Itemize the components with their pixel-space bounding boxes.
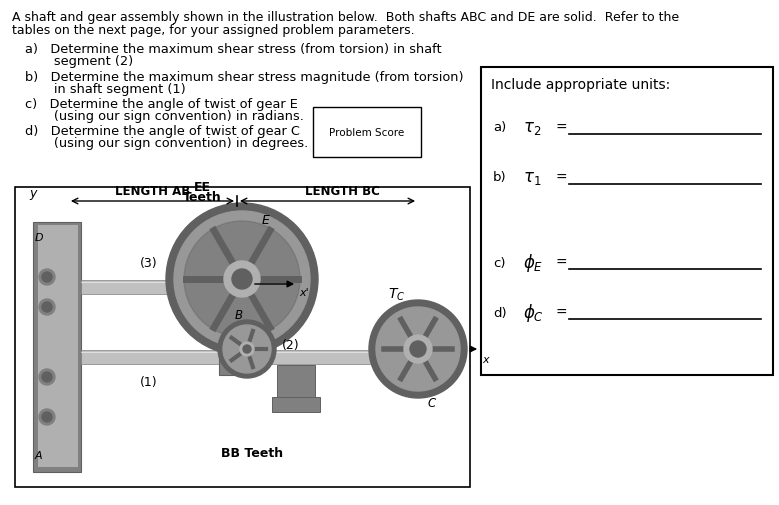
Bar <box>15 188 470 487</box>
Text: x': x' <box>299 287 308 297</box>
Text: Teeth: Teeth <box>182 190 221 204</box>
Text: BB Teeth: BB Teeth <box>221 446 283 459</box>
Text: (using our sign convention) in degrees.: (using our sign convention) in degrees. <box>25 137 308 149</box>
Circle shape <box>232 270 252 289</box>
Bar <box>81 350 443 364</box>
Circle shape <box>243 345 251 353</box>
Circle shape <box>39 409 55 425</box>
Bar <box>38 226 78 467</box>
Circle shape <box>240 342 254 357</box>
Text: $\phi_C$: $\phi_C$ <box>523 301 544 323</box>
Circle shape <box>184 222 300 337</box>
Text: LENGTH AB: LENGTH AB <box>115 185 190 197</box>
Text: =: = <box>556 306 568 319</box>
Text: $\tau_2$: $\tau_2$ <box>523 119 541 137</box>
Text: (3): (3) <box>140 257 158 270</box>
Text: =: = <box>556 171 568 185</box>
Circle shape <box>39 299 55 316</box>
Text: Problem Score: Problem Score <box>330 128 404 138</box>
Text: A: A <box>35 450 43 460</box>
Text: EE: EE <box>193 181 210 193</box>
Circle shape <box>42 302 52 313</box>
Circle shape <box>39 270 55 285</box>
Text: d)   Determine the angle of twist of gear C: d) Determine the angle of twist of gear … <box>25 125 300 138</box>
Text: b): b) <box>493 171 506 184</box>
Circle shape <box>42 372 52 382</box>
Text: (1): (1) <box>140 375 158 388</box>
Text: E: E <box>262 214 270 227</box>
Bar <box>33 223 81 472</box>
Circle shape <box>376 308 460 391</box>
Text: (2): (2) <box>282 338 300 351</box>
Circle shape <box>42 273 52 282</box>
Circle shape <box>369 300 467 398</box>
Circle shape <box>404 335 432 363</box>
Bar <box>313 108 421 158</box>
Text: (using our sign convention) in radians.: (using our sign convention) in radians. <box>25 110 304 123</box>
Text: A shaft and gear assembly shown in the illustration below.  Both shafts ABC and : A shaft and gear assembly shown in the i… <box>12 11 679 24</box>
Text: y: y <box>30 187 37 199</box>
Circle shape <box>174 212 310 347</box>
Text: a)   Determine the maximum shear stress (from torsion) in shaft: a) Determine the maximum shear stress (f… <box>25 43 442 56</box>
Circle shape <box>42 412 52 422</box>
Text: tables on the next page, for your assigned problem parameters.: tables on the next page, for your assign… <box>12 24 414 37</box>
Text: d): d) <box>493 306 506 319</box>
Text: b)   Determine the maximum shear stress magnitude (from torsion): b) Determine the maximum shear stress ma… <box>25 71 464 84</box>
Text: $\phi_E$: $\phi_E$ <box>523 251 543 274</box>
Text: in shaft segment (1): in shaft segment (1) <box>25 83 185 96</box>
Bar <box>81 280 222 294</box>
Text: c)   Determine the angle of twist of gear E: c) Determine the angle of twist of gear … <box>25 98 298 111</box>
Text: x: x <box>482 355 488 364</box>
Text: B: B <box>235 309 243 321</box>
Circle shape <box>410 341 426 358</box>
Bar <box>481 68 773 375</box>
Circle shape <box>223 325 271 373</box>
Text: C: C <box>428 396 436 409</box>
Bar <box>277 365 315 397</box>
Text: $T_C$: $T_C$ <box>388 286 405 302</box>
Circle shape <box>218 320 276 378</box>
Text: =: = <box>556 121 568 135</box>
Circle shape <box>166 204 318 356</box>
Text: c): c) <box>493 256 506 269</box>
Circle shape <box>224 262 260 297</box>
Text: segment (2): segment (2) <box>25 55 133 68</box>
Bar <box>219 270 241 375</box>
Text: a): a) <box>493 121 506 134</box>
Text: LENGTH BC: LENGTH BC <box>305 185 380 197</box>
Text: D: D <box>35 232 44 242</box>
Text: =: = <box>556 256 568 270</box>
Circle shape <box>39 369 55 385</box>
Text: $\tau_1$: $\tau_1$ <box>523 169 541 187</box>
Bar <box>272 397 320 412</box>
Text: Include appropriate units:: Include appropriate units: <box>491 78 670 92</box>
